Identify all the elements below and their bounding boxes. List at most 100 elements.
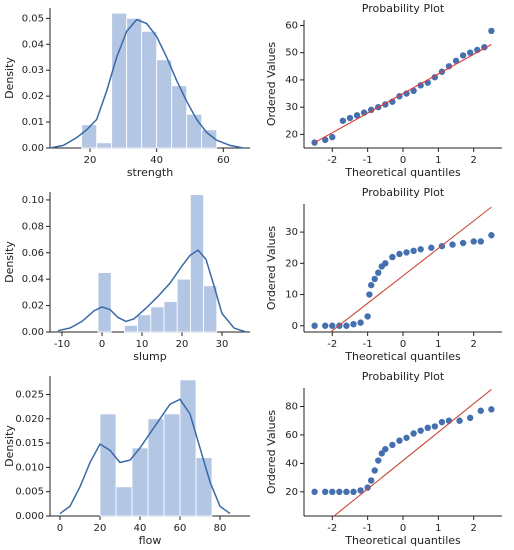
point xyxy=(367,477,375,484)
point xyxy=(364,484,371,491)
point xyxy=(428,244,435,251)
y-tick-label: 50 xyxy=(285,48,298,59)
point xyxy=(431,423,439,430)
y-axis-label: Density xyxy=(3,241,16,283)
point xyxy=(378,450,385,457)
point xyxy=(470,238,477,245)
point xyxy=(382,260,389,267)
x-tick-label: 2 xyxy=(471,155,477,166)
point xyxy=(466,49,474,56)
x-tick-label: 0 xyxy=(400,339,406,350)
x-tick-label: -2 xyxy=(327,155,337,166)
chart-title: Probability Plot xyxy=(362,370,445,383)
point xyxy=(410,87,417,95)
x-axis-label: slump xyxy=(133,350,166,363)
point xyxy=(396,437,403,444)
point xyxy=(488,406,495,413)
fit-line xyxy=(333,388,492,516)
point xyxy=(403,434,410,441)
point xyxy=(466,414,474,422)
y-tick-label: 0.01 xyxy=(22,117,44,128)
y-axis-label: Ordered Values xyxy=(265,410,278,494)
x-tick-label: 10 xyxy=(136,339,149,350)
point xyxy=(410,247,417,255)
chart-title: Probability Plot xyxy=(362,2,445,15)
x-tick-label: 40 xyxy=(134,523,147,534)
point xyxy=(417,427,424,434)
point xyxy=(364,313,371,320)
subplot: 0.000 0.005 0.010 0.015 0.020 0.025 0 20 40 60 80 f… xyxy=(3,376,250,547)
y-tick-label: 0.03 xyxy=(22,65,44,76)
point xyxy=(417,82,424,89)
point xyxy=(459,239,467,247)
y-axis-label: Density xyxy=(3,57,16,99)
point xyxy=(346,114,354,122)
point xyxy=(371,275,378,283)
point xyxy=(336,488,343,496)
point xyxy=(488,232,495,239)
point xyxy=(322,488,329,496)
bar xyxy=(141,30,158,149)
point xyxy=(350,488,357,496)
point xyxy=(417,246,424,253)
y-tick-label: 0.010 xyxy=(15,462,44,473)
point xyxy=(375,269,382,276)
point xyxy=(382,445,389,453)
x-tick-label: 1 xyxy=(435,339,441,350)
bar xyxy=(131,447,149,517)
y-tick-label: 0.020 xyxy=(15,414,44,425)
chart-title: Probability Plot xyxy=(362,186,445,199)
point xyxy=(311,322,318,329)
point xyxy=(343,488,350,496)
x-tick-label: 40 xyxy=(150,155,163,166)
point xyxy=(449,241,456,248)
x-tick-label: -2 xyxy=(327,523,337,534)
x-tick-label: 20 xyxy=(176,339,189,350)
bar xyxy=(111,12,128,149)
y-tick-label: 0.05 xyxy=(22,13,44,24)
y-tick-label: 20 xyxy=(285,487,298,498)
subplot: 0.00 0.02 0.04 0.06 0.08 0.10 -10 0 10 20 30 slump D… xyxy=(3,192,250,363)
bar xyxy=(97,272,112,333)
point xyxy=(445,63,453,70)
x-tick-label: 20 xyxy=(94,523,107,534)
subplot: 0.00 0.01 0.02 0.03 0.04 0.05 20 40 60 strength De… xyxy=(3,8,250,179)
point xyxy=(329,133,336,141)
bar xyxy=(126,17,143,149)
point xyxy=(329,488,336,496)
x-tick-label: -1 xyxy=(363,523,373,534)
x-tick-label: 80 xyxy=(214,523,227,534)
bar xyxy=(99,413,117,517)
y-tick-label: 10 xyxy=(285,290,298,301)
y-tick-label: 80 xyxy=(285,401,298,412)
bar xyxy=(186,113,203,149)
point xyxy=(322,136,329,144)
point xyxy=(366,291,373,298)
bar xyxy=(195,457,213,517)
bar xyxy=(201,129,218,149)
x-tick-label: 0 xyxy=(400,523,406,534)
bar xyxy=(163,413,181,517)
x-tick-label: 1 xyxy=(435,523,441,534)
kde-line xyxy=(49,18,244,149)
point xyxy=(371,467,378,474)
point xyxy=(403,249,410,256)
point xyxy=(459,52,467,59)
y-tick-label: 60 xyxy=(285,430,298,441)
point xyxy=(477,238,484,245)
bar xyxy=(179,379,197,517)
subplot: 20 40 60 80 -2 -1 0 1 2 Theoretical quantiles Orde… xyxy=(265,370,502,547)
x-tick-label: -1 xyxy=(363,155,373,166)
x-tick-label: 0 xyxy=(400,155,406,166)
subplot: 20 30 40 50 60 -2 -1 0 1 2 Theoretical quantiles Or… xyxy=(265,2,502,179)
x-tick-label: 1 xyxy=(435,155,441,166)
y-tick-label: 0.02 xyxy=(22,91,44,102)
fit-line xyxy=(329,206,492,332)
x-tick-label: 2 xyxy=(471,523,477,534)
point xyxy=(322,322,329,329)
y-tick-label: 0.10 xyxy=(22,195,44,206)
x-tick-label: 20 xyxy=(84,155,97,166)
y-axis-label: Ordered Values xyxy=(265,226,278,310)
bar xyxy=(137,314,152,333)
point xyxy=(452,57,460,65)
